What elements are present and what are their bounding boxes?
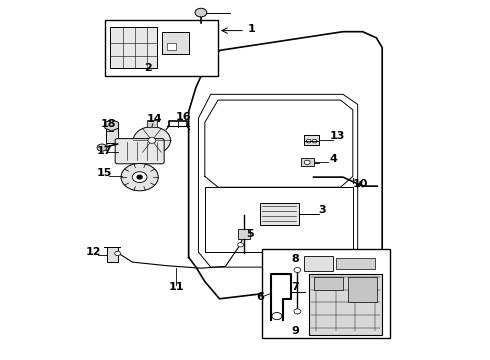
Text: 2: 2 (145, 63, 152, 73)
Circle shape (97, 144, 107, 151)
Text: 5: 5 (246, 229, 254, 239)
Circle shape (121, 163, 158, 191)
Text: 18: 18 (100, 119, 116, 129)
Bar (162, 32, 189, 54)
Circle shape (312, 139, 317, 143)
Circle shape (294, 267, 301, 273)
Text: 14: 14 (147, 114, 163, 125)
Bar (147, 120, 157, 127)
Text: 12: 12 (86, 247, 101, 257)
Text: 16: 16 (175, 112, 191, 122)
Bar (348, 277, 377, 302)
Bar (106, 123, 118, 143)
Circle shape (272, 312, 282, 320)
Text: 9: 9 (292, 326, 299, 336)
Text: 10: 10 (353, 179, 368, 189)
Text: 8: 8 (292, 254, 299, 264)
Text: 13: 13 (329, 131, 344, 141)
Circle shape (195, 8, 207, 17)
Text: 1: 1 (247, 24, 255, 34)
Bar (105, 20, 218, 76)
Circle shape (115, 251, 121, 256)
Text: 7: 7 (292, 282, 299, 292)
Bar (238, 229, 250, 239)
Bar (301, 158, 314, 166)
Circle shape (238, 243, 244, 247)
Polygon shape (105, 120, 119, 131)
Circle shape (132, 172, 147, 183)
Bar (262, 249, 390, 338)
Bar (107, 247, 118, 262)
Bar (304, 135, 318, 145)
Text: 4: 4 (329, 154, 337, 164)
Bar (167, 43, 176, 50)
Text: 15: 15 (97, 168, 112, 179)
Bar (110, 27, 157, 68)
Text: 11: 11 (169, 282, 185, 292)
Bar (309, 274, 382, 335)
Bar (304, 256, 333, 271)
FancyBboxPatch shape (115, 139, 164, 164)
Bar (336, 258, 375, 269)
Text: 17: 17 (97, 146, 113, 156)
Bar (314, 277, 343, 290)
Circle shape (306, 139, 311, 143)
Text: 6: 6 (256, 292, 264, 302)
Text: 3: 3 (318, 205, 326, 215)
Circle shape (133, 127, 171, 154)
Circle shape (148, 138, 156, 143)
Circle shape (304, 160, 310, 165)
Circle shape (137, 175, 142, 179)
Bar (260, 203, 299, 225)
Circle shape (294, 309, 301, 314)
